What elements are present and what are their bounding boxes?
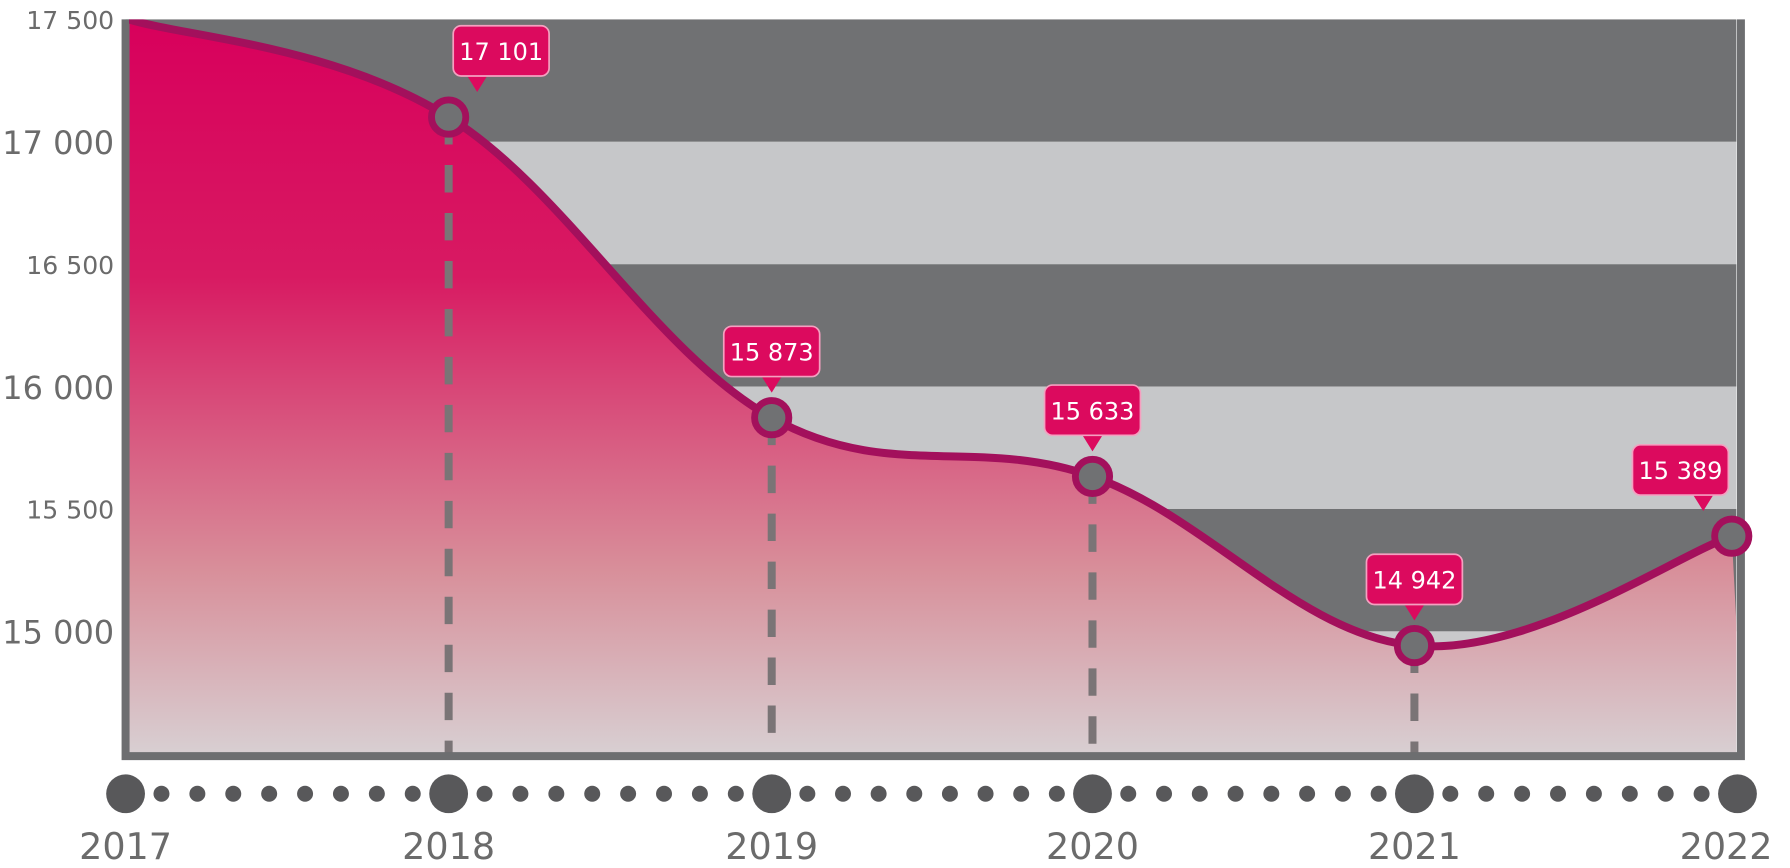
minor-dot <box>584 785 601 802</box>
data-label-bubble: 15 389 <box>1631 443 1730 512</box>
x-tick-label: 2021 <box>1368 825 1461 868</box>
data-label: 17 101 <box>459 38 543 66</box>
bubble-body <box>1043 384 1142 437</box>
year-dot <box>106 774 145 814</box>
bubble-tail <box>1691 492 1715 512</box>
minor-dot <box>1120 785 1137 802</box>
year-dot <box>1718 774 1757 814</box>
data-point-marker <box>428 96 470 138</box>
data-label-bubble: 15 633 <box>1043 384 1142 452</box>
minor-dot <box>512 785 529 802</box>
data-point-marker <box>1071 455 1114 497</box>
year-dot <box>1395 774 1434 814</box>
data-label: 15 873 <box>730 339 814 367</box>
minor-dot <box>1191 785 1208 802</box>
data-point-marker <box>1711 515 1753 557</box>
minor-dot <box>656 785 673 802</box>
year-dot <box>429 774 469 814</box>
minor-dot <box>225 785 242 802</box>
minor-dot <box>941 785 958 802</box>
minor-dot <box>261 785 278 802</box>
x-tick-label: 2022 <box>1680 825 1773 868</box>
minor-dot <box>1156 785 1173 802</box>
minor-dot <box>404 785 421 802</box>
minor-dot <box>1514 785 1531 802</box>
year-dot <box>1073 774 1112 814</box>
minor-dot <box>835 785 851 802</box>
minor-dot <box>1227 785 1244 802</box>
minor-dot <box>1334 785 1351 802</box>
minor-dot <box>1478 785 1495 802</box>
minor-dot <box>153 785 170 802</box>
bubble-body <box>722 325 821 378</box>
x-tick-label: 2018 <box>402 825 495 868</box>
bubble-body <box>1631 443 1730 496</box>
data-label: 15 633 <box>1051 397 1135 425</box>
data-point-marker <box>1393 625 1435 667</box>
y-tick-label: 16 500 <box>26 251 114 280</box>
data-label: 14 942 <box>1372 566 1456 594</box>
minor-dot <box>1048 785 1065 802</box>
bubble-tail <box>465 73 489 92</box>
plot-frame <box>121 19 1745 761</box>
bubble-tail <box>1403 602 1426 621</box>
minor-dot <box>1370 785 1387 802</box>
x-tick-label: 2020 <box>1046 825 1139 868</box>
x-tick-label: 2017 <box>79 825 172 868</box>
minor-dot <box>332 785 349 802</box>
minor-dot <box>1013 785 1030 802</box>
bubble-body <box>1365 553 1464 606</box>
minor-dot <box>1657 785 1674 802</box>
data-label-bubble: 14 942 <box>1365 553 1464 621</box>
minor-dot <box>1550 785 1566 802</box>
y-tick-label: 15 500 <box>26 496 114 525</box>
series-line <box>128 19 1734 651</box>
minor-dot <box>799 785 816 802</box>
minor-dot <box>368 785 385 802</box>
year-dot <box>752 774 792 814</box>
data-label: 15 389 <box>1638 457 1722 485</box>
minor-dot <box>1263 785 1280 802</box>
minor-dot <box>977 785 994 802</box>
minor-dot <box>1442 785 1459 802</box>
data-label-bubble: 15 873 <box>722 325 821 393</box>
minor-dot <box>297 785 314 802</box>
minor-dot <box>1621 785 1638 802</box>
area-fill <box>128 19 1737 754</box>
minor-dot <box>189 785 206 802</box>
bubble-tail <box>1081 433 1104 452</box>
bubble-body <box>452 24 550 77</box>
data-label-bubble: 17 101 <box>452 24 550 92</box>
minor-dot <box>620 785 637 802</box>
minor-dot <box>548 785 565 802</box>
minor-dot <box>691 785 708 802</box>
y-tick-label: 17 500 <box>26 6 114 35</box>
minor-dot <box>870 785 887 802</box>
y-tick-label: 17 000 <box>2 124 114 162</box>
data-point-marker <box>751 397 793 439</box>
minor-dot <box>476 785 493 802</box>
minor-dot <box>1693 785 1710 802</box>
bubble-tail <box>760 374 784 393</box>
minor-dot <box>1299 785 1316 802</box>
y-tick-label: 16 000 <box>2 369 114 407</box>
x-tick-label: 2019 <box>725 825 818 868</box>
y-tick-label: 15 000 <box>2 614 114 652</box>
minor-dot <box>906 785 923 802</box>
minor-dot <box>727 785 744 802</box>
minor-dot <box>1585 785 1602 802</box>
